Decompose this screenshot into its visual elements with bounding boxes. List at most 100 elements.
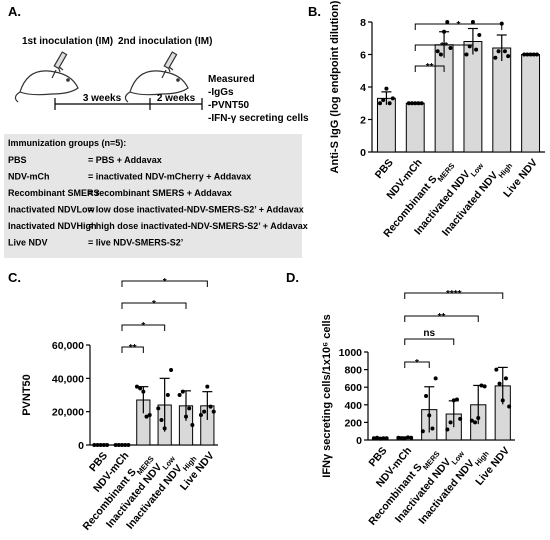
data-point <box>208 404 213 409</box>
data-point <box>116 443 121 447</box>
significance-bracket <box>121 302 187 309</box>
data-point <box>500 398 505 403</box>
data-point <box>420 429 425 434</box>
data-point <box>507 404 512 409</box>
y-tick-label: 40,000 <box>52 373 84 385</box>
y-tick-label: 0 <box>78 440 84 452</box>
data-point <box>95 443 100 447</box>
data-point <box>464 52 469 57</box>
significance-label: ** <box>440 41 448 52</box>
data-point <box>399 436 404 441</box>
data-point <box>198 413 203 417</box>
data-point <box>105 443 110 447</box>
significance-label: * <box>141 321 145 332</box>
group-name: PBS <box>8 155 27 165</box>
data-point <box>156 406 161 411</box>
group-name: Inactivated NDVHigh <box>8 221 97 231</box>
data-point <box>144 414 149 419</box>
data-point <box>184 414 188 419</box>
measured-item: -IFN-γ secreting cells <box>208 113 309 124</box>
syringe-icon <box>51 51 68 79</box>
interval-label: 3 weeks <box>83 93 122 104</box>
data-point <box>451 398 456 403</box>
y-tick-label: 200 <box>344 417 362 429</box>
data-point <box>177 393 182 397</box>
data-point <box>454 397 459 402</box>
bar <box>492 47 512 153</box>
significance-label: * <box>415 358 419 369</box>
data-point <box>433 376 438 381</box>
data-point <box>496 49 501 54</box>
data-point <box>202 409 207 414</box>
data-point <box>187 406 192 411</box>
significance-bracket <box>414 44 474 51</box>
data-point <box>381 436 386 441</box>
data-point <box>126 443 131 447</box>
group-description: = recombinant SMERS + Addavax <box>88 188 232 198</box>
y-tick-label: 4 <box>360 82 366 94</box>
group-description: = low dose inactivated-NDV-SMERS-S2’ + A… <box>88 205 304 215</box>
data-point <box>387 101 392 106</box>
data-point <box>406 101 411 106</box>
data-point <box>381 98 386 102</box>
data-point <box>448 46 453 50</box>
significance-bracket <box>121 346 144 353</box>
bar <box>521 54 541 153</box>
panel-label: A. <box>8 4 21 19</box>
mouse-icon <box>14 64 79 103</box>
data-point <box>169 368 174 372</box>
data-point <box>476 416 481 420</box>
bar <box>434 44 454 153</box>
significance-bracket <box>414 23 503 30</box>
groups-box <box>4 134 302 258</box>
y-tick-label: 6 <box>360 50 366 62</box>
data-point <box>409 435 414 440</box>
interval-label: 2 weeks <box>157 93 196 104</box>
timeline <box>54 98 203 110</box>
x-tick-label-subscript: Low <box>468 161 485 178</box>
data-point <box>162 426 167 431</box>
significance-bracket <box>404 315 479 322</box>
y-axis-label: Anti-S IgG (log endpoint dilution) <box>329 0 341 173</box>
data-point <box>435 49 440 54</box>
significance-bracket <box>404 292 504 299</box>
groups-title: Immunization groups (n=5): <box>8 138 126 148</box>
data-point <box>458 416 463 421</box>
data-point <box>473 420 478 425</box>
data-point <box>477 33 482 37</box>
panel-label: B. <box>308 4 321 19</box>
panel-label: C. <box>8 270 21 285</box>
significance-bracket <box>404 338 455 345</box>
y-tick-label: 8 <box>360 17 366 29</box>
bar <box>376 97 396 153</box>
inoculation-label: 1st inoculation (IM) <box>22 36 113 47</box>
data-point <box>98 443 103 447</box>
y-tick-label: 0 <box>356 435 362 447</box>
syringe-icon <box>161 51 178 79</box>
y-tick-label: 0 <box>360 147 366 159</box>
measured-label: Measured <box>208 74 255 85</box>
group-description: = live NDV-SMERS-S2’ <box>88 238 183 248</box>
y-tick-label: 400 <box>344 400 362 412</box>
significance-bracket <box>121 324 166 331</box>
group-name: Live NDV <box>8 238 48 248</box>
data-point <box>525 52 530 57</box>
data-point <box>502 49 507 54</box>
y-tick-label: 800 <box>344 365 362 377</box>
data-point <box>384 436 389 441</box>
data-point <box>180 389 185 394</box>
data-point <box>141 389 146 394</box>
data-point <box>165 393 170 397</box>
significance-bracket <box>121 280 208 287</box>
data-point <box>159 418 164 422</box>
data-point <box>470 20 475 24</box>
significance-label: ns <box>423 328 435 339</box>
group-description: = high dose inactivated-NDV-SMERS-S2’ + … <box>88 221 308 231</box>
significance-label: * <box>152 299 156 310</box>
data-point <box>448 420 453 425</box>
data-point <box>430 426 435 431</box>
data-point <box>534 52 539 57</box>
data-point <box>92 443 97 447</box>
measured-item: -IgGs <box>208 87 234 98</box>
y-tick-label: 60,000 <box>52 340 84 352</box>
